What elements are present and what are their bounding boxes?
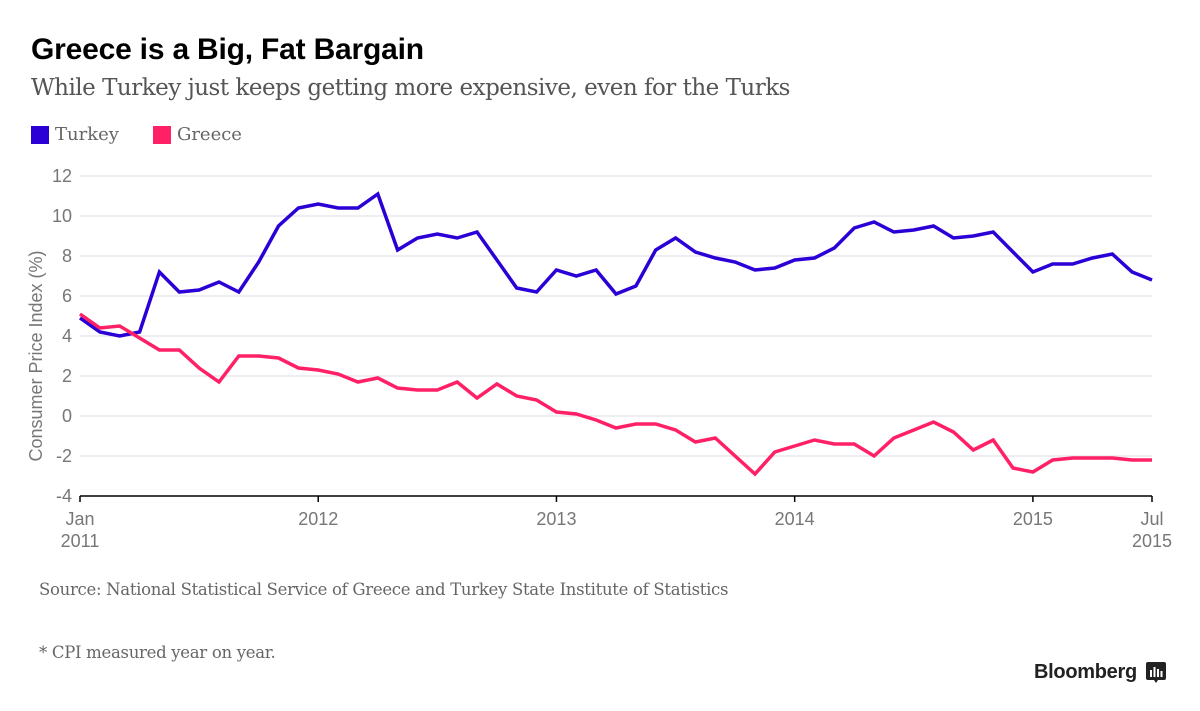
gridlines (80, 175, 1152, 457)
y-tick-label: 10 (52, 206, 72, 226)
y-tick-label: 4 (62, 326, 72, 346)
y-tick-label: 8 (62, 246, 72, 266)
chart-title: Greece is a Big, Fat Bargain (31, 33, 424, 66)
y-axis-ticks: 12 10 8 6 4 2 0 -2 -4 (52, 166, 72, 506)
bloomberg-chart-icon (1145, 661, 1166, 683)
x-tick-label: 2014 (775, 509, 815, 529)
y-tick-label: -2 (56, 446, 72, 466)
legend-label-greece: Greece (176, 124, 242, 145)
series-lines (78, 191, 1153, 477)
legend-item-greece: Greece (152, 124, 242, 145)
x-tick-label: 2011 (61, 531, 100, 551)
x-tick-label: 2015 (1013, 509, 1053, 529)
legend-item-turkey: Turkey (31, 124, 119, 145)
x-tick-label: 2012 (298, 509, 338, 529)
footnote: * CPI measured year on year. (39, 643, 276, 662)
y-tick-label: 12 (52, 166, 72, 186)
y-axis-label: Consumer Price Index (%) (26, 250, 46, 461)
series-line-greece (78, 312, 1152, 477)
brand-name: Bloomberg (1034, 661, 1137, 683)
x-tick-label: 2013 (536, 509, 576, 529)
x-tick-label: Jul (1140, 509, 1163, 529)
y-tick-label: 0 (62, 406, 72, 426)
x-tick-label: 2015 (1132, 531, 1172, 551)
y-tick-label: 6 (62, 286, 72, 306)
x-tick-label: Jan (65, 509, 94, 529)
bloomberg-logo: Bloomberg (1034, 661, 1166, 684)
legend-swatch-turkey (31, 125, 49, 144)
y-tick-label: 2 (62, 366, 72, 386)
legend: Turkey Greece (31, 124, 276, 145)
legend-label-turkey: Turkey (55, 124, 119, 145)
y-tick-label: -4 (56, 486, 72, 506)
legend-swatch-greece (152, 125, 171, 144)
source-note: Source: National Statistical Service of … (39, 580, 729, 599)
series-line-turkey (78, 191, 1153, 338)
chart-subtitle: While Turkey just keeps getting more exp… (31, 75, 790, 101)
